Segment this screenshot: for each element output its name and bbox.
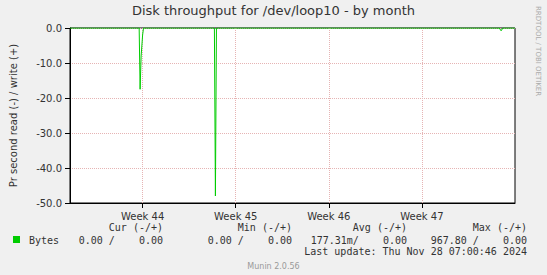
svg-text:Disk throughput for /dev/loop1: Disk throughput for /dev/loop10 - by mon… (132, 3, 415, 18)
svg-text:Week 46: Week 46 (307, 211, 350, 222)
svg-text:0.0: 0.0 (46, 23, 62, 34)
svg-text:-30.0: -30.0 (36, 128, 62, 139)
svg-text:Week 45: Week 45 (214, 211, 257, 222)
svg-text:RRDTOOL / TOBI OETIKER: RRDTOOL / TOBI OETIKER (534, 6, 542, 96)
svg-text:-50.0: -50.0 (36, 198, 62, 209)
svg-text:Pr second read (-) / write (+): Pr second read (-) / write (+) (8, 44, 19, 187)
svg-text:Munin 2.0.56: Munin 2.0.56 (247, 262, 299, 271)
svg-text:Cur (-/+): Cur (-/+) (109, 222, 163, 233)
svg-text:-40.0: -40.0 (36, 163, 62, 174)
svg-text:Max (-/+): Max (-/+) (473, 222, 527, 233)
svg-text:Week 47: Week 47 (400, 211, 443, 222)
svg-text:Last update: Thu Nov 28 07:00:: Last update: Thu Nov 28 07:00:46 2024 (304, 246, 527, 257)
svg-text:-20.0: -20.0 (36, 93, 62, 104)
svg-text:Week 44: Week 44 (121, 211, 164, 222)
svg-text:0.00 / 0.00: 0.00 / 0.00 (79, 235, 163, 246)
svg-text:0.00 / 0.00: 0.00 / 0.00 (208, 235, 292, 246)
svg-text:Avg (-/+): Avg (-/+) (353, 222, 407, 233)
svg-text:-10.0: -10.0 (36, 58, 62, 69)
svg-text:177.31m/ 0.00: 177.31m/ 0.00 (311, 235, 407, 246)
svg-text:Bytes: Bytes (29, 235, 59, 246)
svg-text:967.80 / 0.00: 967.80 / 0.00 (431, 235, 527, 246)
svg-text:Min (-/+): Min (-/+) (238, 222, 292, 233)
